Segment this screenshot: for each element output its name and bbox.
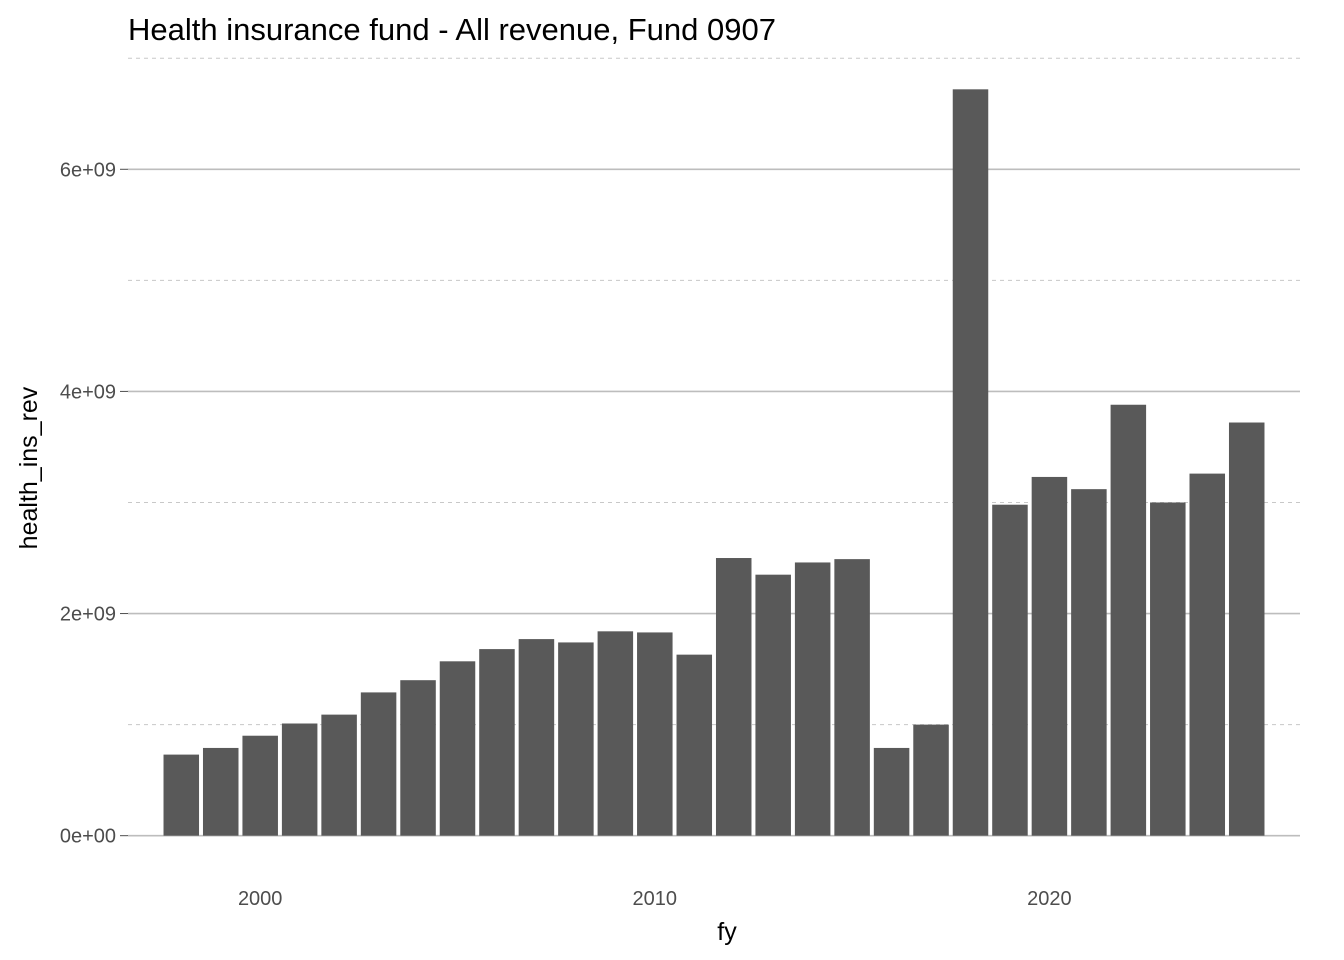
bar-2000 <box>242 735 278 836</box>
bars <box>163 89 1265 836</box>
bar-2002 <box>321 714 357 836</box>
bar-2025 <box>1228 422 1265 836</box>
bar-2009 <box>597 631 634 836</box>
bar-2007 <box>518 639 555 836</box>
bar-1998 <box>163 754 200 836</box>
bar-2013 <box>755 574 791 836</box>
bar-1999 <box>202 747 239 836</box>
bar-2018 <box>952 89 989 836</box>
bar-2015 <box>834 559 870 836</box>
y-axis-title: health_ins_rev <box>15 386 43 549</box>
bar-2016 <box>873 747 910 836</box>
x-tick-label-2: 2020 <box>1027 888 1072 910</box>
chart-title: Health insurance fund - All revenue, Fun… <box>128 12 776 47</box>
x-axis-ticks: 2000 2010 2020 <box>238 888 1072 910</box>
bar-2001 <box>281 723 318 836</box>
bar-2022 <box>1110 404 1147 836</box>
x-tick-label-0: 2000 <box>238 888 283 910</box>
bar-2010 <box>637 632 673 836</box>
bar-2024 <box>1189 473 1226 836</box>
bar-2011 <box>676 654 713 836</box>
bar-2005 <box>439 661 476 836</box>
x-axis-title: fy <box>717 918 737 946</box>
y-tick-label-3: 6e+09 <box>60 159 116 181</box>
bar-2006 <box>479 649 515 836</box>
x-tick-label-1: 2010 <box>633 888 678 910</box>
bar-2023 <box>1150 502 1186 836</box>
bar-2004 <box>400 680 436 836</box>
bar-2020 <box>1031 476 1068 836</box>
y-axis-ticks: 0e+00 2e+09 4e+09 6e+09 <box>60 159 128 848</box>
y-tick-label-2: 4e+09 <box>60 381 116 403</box>
bar-2003 <box>360 692 397 836</box>
y-tick-label-1: 2e+09 <box>60 604 116 626</box>
bar-2012 <box>715 558 752 836</box>
y-tick-label-0: 0e+00 <box>60 826 116 848</box>
bar-2014 <box>794 562 831 836</box>
bar-2021 <box>1071 489 1107 836</box>
bar-2008 <box>558 642 594 836</box>
bar-2019 <box>992 504 1028 836</box>
bar-2017 <box>913 724 949 836</box>
